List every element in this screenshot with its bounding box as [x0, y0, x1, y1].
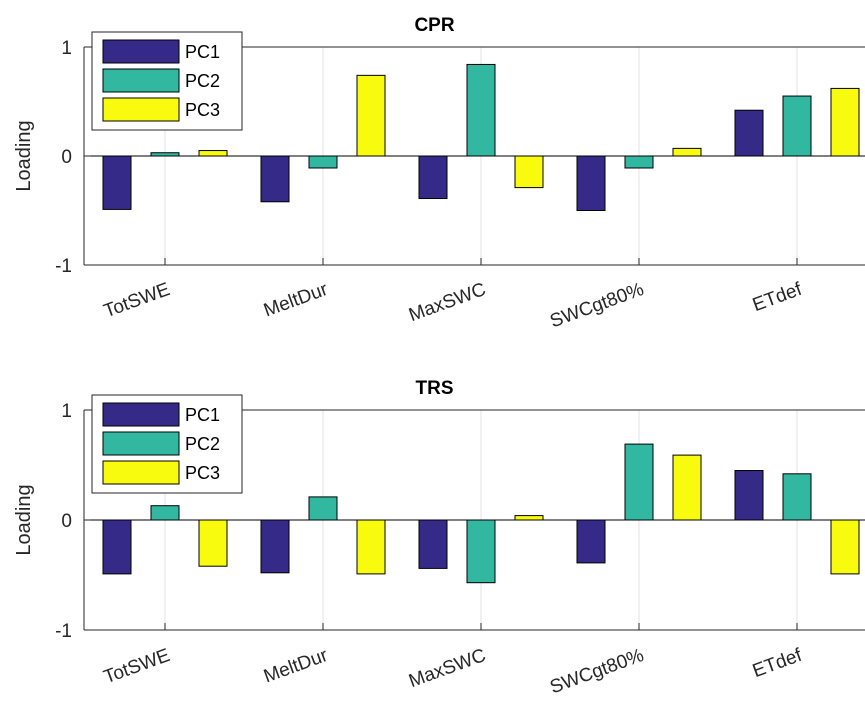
- legend-swatch-pc2: [102, 68, 180, 93]
- bar-pc1-maxswc: [418, 155, 448, 200]
- bar-pc1-etdef: [734, 109, 764, 157]
- chart-title: CPR: [414, 15, 454, 36]
- y-axis-label: Loading: [13, 484, 35, 555]
- bar-pc3-etdef: [830, 87, 860, 157]
- bar-pc2-maxswc: [466, 519, 496, 584]
- bar-pc2-maxswc: [466, 63, 496, 157]
- bar-pc3-totswe: [198, 150, 228, 157]
- y-tick-label: -1: [55, 256, 72, 277]
- y-tick-label: 0: [61, 147, 72, 168]
- bar-pc2-meltdur: [308, 496, 338, 521]
- bar-pc3-swcgt80: [672, 454, 702, 521]
- x-tick-label: TotSWE: [101, 645, 173, 688]
- legend: PC1 PC2 PC3: [91, 394, 243, 494]
- bar-pc1-meltdur: [260, 155, 290, 203]
- bar-pc3-maxswc: [514, 515, 544, 521]
- bar-pc1-maxswc: [418, 519, 448, 569]
- bar-pc3-totswe: [198, 519, 228, 567]
- bar-pc3-etdef: [830, 519, 860, 575]
- bar-pc1-swcgt80: [576, 519, 606, 564]
- bar-pc1-meltdur: [260, 519, 290, 574]
- bar-pc2-meltdur: [308, 155, 338, 169]
- x-tick-label: SWCgt80%: [547, 279, 647, 332]
- legend-swatch-pc3: [102, 460, 180, 485]
- legend-label-pc1: PC1: [185, 42, 220, 62]
- bar-pc3-meltdur: [356, 519, 386, 575]
- bar-pc2-swcgt80: [624, 155, 654, 169]
- y-tick-label: 0: [61, 511, 72, 532]
- legend-swatch-pc3: [102, 97, 180, 122]
- legend-swatch-pc1: [102, 39, 180, 64]
- y-tick-label: -1: [55, 621, 72, 642]
- x-tick-label: MaxSWC: [406, 645, 489, 692]
- bar-pc2-etdef: [782, 95, 812, 157]
- legend-swatch-pc2: [102, 431, 180, 456]
- chart-title: TRS: [416, 378, 454, 399]
- bar-pc2-etdef: [782, 473, 812, 521]
- bar-pc2-swcgt80: [624, 443, 654, 521]
- legend: PC1 PC2 PC3: [91, 31, 243, 131]
- bar-pc1-etdef: [734, 470, 764, 521]
- legend-label-pc2: PC2: [185, 434, 220, 454]
- x-tick-label: MeltDur: [261, 279, 331, 322]
- bar-pc1-totswe: [102, 519, 132, 575]
- x-tick-label: ETdef: [750, 279, 805, 316]
- bar-pc3-swcgt80: [672, 147, 702, 157]
- x-tick-label: ETdef: [750, 645, 805, 682]
- bar-pc2-totswe: [150, 505, 180, 521]
- legend-label-pc2: PC2: [185, 71, 220, 91]
- chart-panel-trs: -1 0 1 TotSWE MeltDur MaxSWC SWCgt80% ETdef TRS L…: [13, 378, 865, 698]
- bar-pc3-maxswc: [514, 155, 544, 189]
- legend-label-pc3: PC3: [185, 463, 220, 483]
- bar-pc1-totswe: [102, 155, 132, 210]
- y-axis-label: Loading: [13, 120, 35, 191]
- x-tick-label: SWCgt80%: [547, 645, 647, 698]
- legend-label-pc1: PC1: [185, 405, 220, 425]
- chart-panel-cpr: -1 0 1 TotSWE MeltDur MaxSWC SWCgt80% ETdef CPR L…: [13, 15, 865, 332]
- y-tick-label: 1: [61, 38, 72, 59]
- x-tick-label: TotSWE: [101, 279, 173, 322]
- x-tick-label: MaxSWC: [406, 279, 489, 326]
- x-tick-label: MeltDur: [261, 645, 331, 688]
- y-tick-label: 1: [61, 401, 72, 422]
- legend-swatch-pc1: [102, 402, 180, 427]
- bar-pc1-swcgt80: [576, 155, 606, 211]
- legend-label-pc3: PC3: [185, 100, 220, 120]
- bar-pc3-meltdur: [356, 74, 386, 157]
